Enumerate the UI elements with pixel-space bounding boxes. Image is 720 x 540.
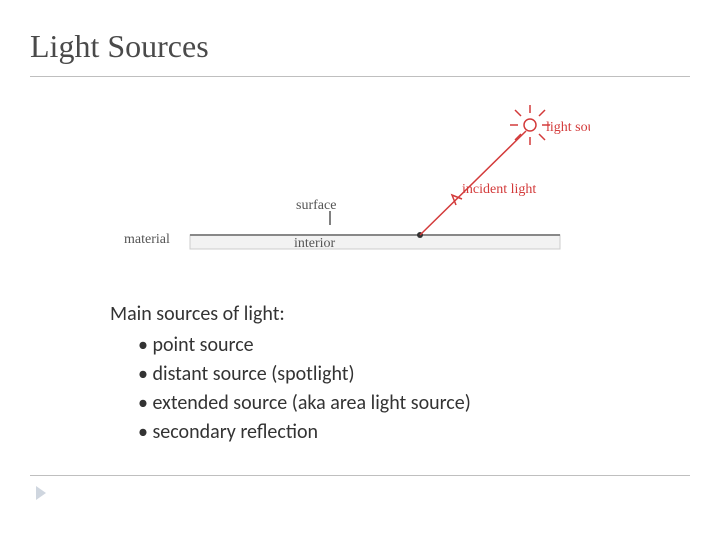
label-surface: surface [296,198,336,213]
label-material: material [124,232,170,247]
bottom-underline [30,475,690,476]
title-underline [30,76,690,77]
body-text: Main sources of light: point source dist… [110,300,471,447]
list-item: distant source (spotlight) [138,360,471,389]
slide-title: Light Sources [30,28,209,65]
slide-marker-icon [36,486,46,500]
slide: Light Sources material surface interio [0,0,720,540]
list-item: point source [138,331,471,360]
body-lead: Main sources of light: [110,300,471,329]
interior-rect [190,235,560,249]
list-item: secondary reflection [138,418,471,447]
list-item: extended source (aka area light source) [138,389,471,418]
label-interior: interior [294,236,336,251]
incident-arrow [452,195,462,205]
body-list: point source distant source (spotlight) … [110,331,471,447]
label-incident-light: incident light [462,182,536,197]
label-light-source: light source [546,120,590,135]
light-diagram: material surface interior incident light… [120,95,590,275]
sun-icon [510,105,550,145]
